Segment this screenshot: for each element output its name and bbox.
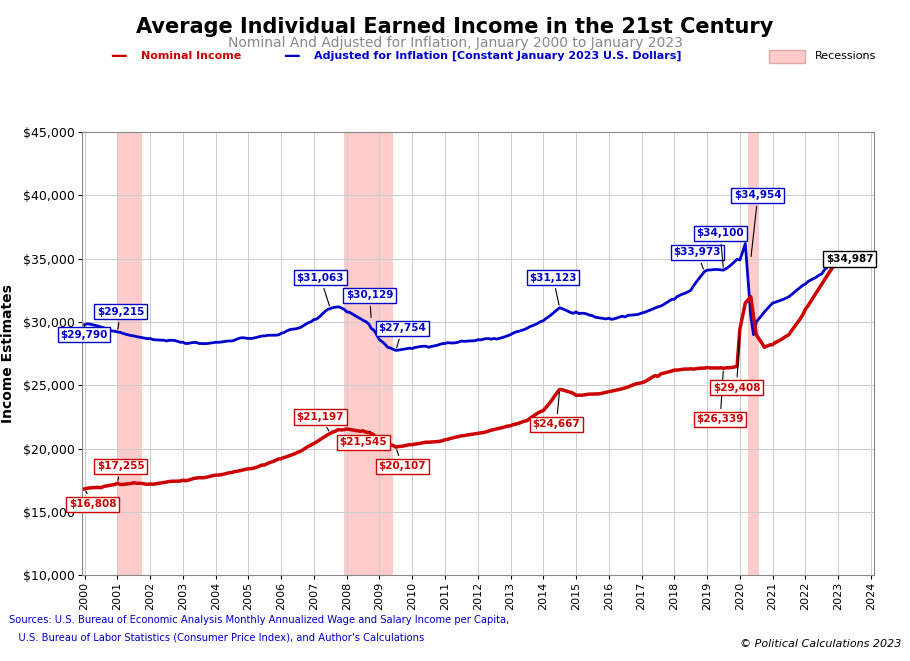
Text: $34,100: $34,100 — [696, 229, 744, 267]
Text: —: — — [283, 47, 299, 65]
Text: Adjusted for Inflation [Constant January 2023 U.S. Dollars]: Adjusted for Inflation [Constant January… — [314, 51, 682, 61]
Text: Nominal And Adjusted for Inflation, January 2000 to January 2023: Nominal And Adjusted for Inflation, Janu… — [228, 36, 682, 50]
Text: $31,063: $31,063 — [297, 273, 344, 306]
Text: $29,215: $29,215 — [97, 307, 145, 329]
Text: $29,790: $29,790 — [60, 325, 107, 340]
Text: $33,973: $33,973 — [673, 247, 721, 269]
Text: Sources: U.S. Bureau of Economic Analysis Monthly Annualized Wage and Salary Inc: Sources: U.S. Bureau of Economic Analysi… — [9, 615, 510, 625]
Text: © Political Calculations 2023: © Political Calculations 2023 — [740, 639, 901, 649]
Text: $21,197: $21,197 — [297, 412, 344, 431]
Text: $27,754: $27,754 — [379, 323, 427, 348]
Text: Average Individual Earned Income in the 21st Century: Average Individual Earned Income in the … — [136, 17, 774, 36]
Text: —: — — [110, 47, 126, 65]
Text: $16,808: $16,808 — [69, 491, 116, 509]
Text: $17,255: $17,255 — [96, 461, 145, 481]
Text: $21,545: $21,545 — [339, 432, 387, 447]
Bar — [748, 132, 759, 575]
Text: $26,339: $26,339 — [696, 371, 743, 424]
Text: Recessions: Recessions — [814, 51, 875, 61]
Text: $34,987: $34,987 — [825, 254, 874, 264]
Text: $34,954: $34,954 — [734, 190, 782, 256]
Text: U.S. Bureau of Labor Statistics (Consumer Price Index), and Author's Calculation: U.S. Bureau of Labor Statistics (Consume… — [9, 633, 424, 642]
Text: $30,129: $30,129 — [346, 290, 393, 317]
Bar — [344, 132, 393, 575]
Text: $29,408: $29,408 — [713, 332, 761, 393]
Text: $24,667: $24,667 — [532, 392, 581, 430]
Bar — [117, 132, 142, 575]
Text: Nominal Income: Nominal Income — [141, 51, 241, 61]
Text: $20,107: $20,107 — [379, 449, 426, 471]
Text: $31,123: $31,123 — [530, 273, 577, 305]
Y-axis label: Income Estimates: Income Estimates — [1, 284, 15, 423]
